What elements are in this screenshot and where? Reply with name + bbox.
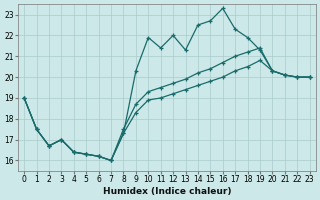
X-axis label: Humidex (Indice chaleur): Humidex (Indice chaleur) [103, 187, 231, 196]
